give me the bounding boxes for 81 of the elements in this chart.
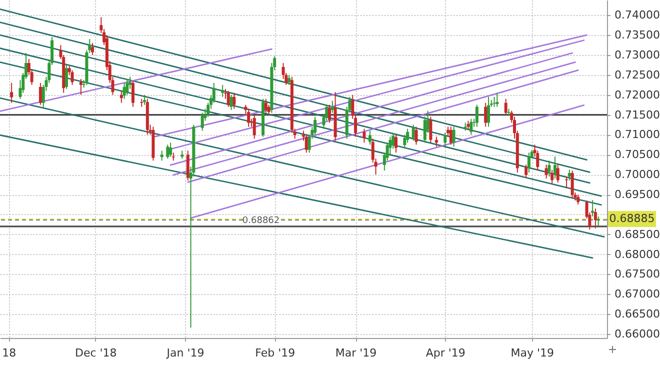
candlestick — [444, 132, 447, 148]
y-tick-label: 0.72500 — [614, 68, 660, 82]
y-tick-label: 0.68500 — [614, 228, 660, 241]
y-tick-label: 0.70000 — [614, 168, 660, 182]
y-tick-label: 0.73000 — [614, 48, 660, 62]
candlestick — [10, 82, 14, 104]
candlestick — [591, 200, 594, 217]
candlestick — [470, 118, 473, 136]
candlestick — [230, 94, 233, 111]
candlestick — [166, 144, 170, 160]
candlestick — [38, 82, 42, 106]
x-tick-label: May '19 — [510, 346, 554, 360]
candlestick — [486, 96, 490, 128]
y-tick-label: 0.70500 — [614, 148, 660, 162]
candlestick — [553, 156, 556, 180]
candlestick — [330, 100, 334, 114]
candlestick — [328, 104, 332, 124]
candlestick — [429, 116, 432, 144]
candlestick — [64, 64, 68, 90]
y-tick-label: 0.66000 — [614, 328, 660, 341]
candlestick — [570, 170, 574, 199]
candlestick — [314, 116, 317, 136]
candlestick — [414, 126, 418, 146]
candlestick — [548, 160, 551, 178]
candlestick — [79, 78, 82, 96]
candlestick — [504, 98, 508, 116]
ref-line-label: 0.68862 — [242, 216, 280, 226]
candlestick — [524, 164, 528, 178]
candlestick — [232, 92, 236, 110]
x-tick-label: Apr '19 — [426, 346, 466, 360]
candlestick — [475, 104, 478, 128]
x-tick-label: Feb '19 — [255, 346, 296, 360]
candlestick — [186, 150, 190, 182]
candlestick — [449, 126, 452, 146]
y-tick-label: 0.69500 — [614, 188, 660, 202]
candlestick — [160, 150, 164, 162]
y-tick-label: 0.66500 — [614, 308, 660, 321]
ref-line-label: 0.68885 — [609, 212, 655, 226]
y-tick-label: 0.68000 — [614, 248, 660, 261]
candlestick — [169, 142, 172, 158]
candlestick — [143, 94, 146, 106]
y-tick-label: 0.71000 — [614, 128, 660, 142]
candlestick — [264, 98, 268, 114]
candlestick — [70, 70, 74, 86]
candlestick — [200, 112, 204, 132]
candlestick — [90, 42, 94, 56]
candlestick — [362, 128, 366, 144]
candlestick — [496, 92, 499, 108]
x-tick-label: 18 — [2, 346, 16, 360]
y-tick-label: 0.67500 — [614, 268, 660, 281]
candlestick — [252, 114, 256, 140]
y-tick-label: 0.71500 — [614, 108, 660, 122]
candlestick — [452, 126, 456, 148]
candlestick — [247, 108, 250, 128]
candlestick — [568, 169, 571, 182]
y-tick-label: 0.74000 — [614, 8, 660, 22]
candlestick — [221, 84, 224, 98]
candlestick — [596, 216, 600, 226]
candlestick — [544, 164, 548, 180]
candlestick — [484, 102, 488, 128]
candlestick — [126, 78, 129, 96]
candlestick — [527, 152, 530, 174]
candlestick — [434, 136, 438, 148]
y-tick-label: 0.67000 — [614, 288, 660, 301]
candlestick — [550, 169, 554, 184]
candlestick — [368, 130, 372, 146]
candlestick — [556, 164, 560, 184]
y-tick-label: 0.73500 — [614, 28, 660, 42]
x-tick-label: Mar '19 — [335, 346, 377, 360]
candlestick — [120, 90, 123, 104]
candlestick — [466, 120, 470, 130]
candlestick — [226, 90, 230, 108]
x-tick-label: Jan '19 — [166, 346, 204, 360]
x-tick-label: Dec '18 — [74, 346, 117, 360]
candlestick — [394, 134, 398, 154]
candlestick — [576, 194, 580, 205]
candlestick — [594, 208, 597, 229]
candlestick — [288, 74, 291, 86]
candlestick — [304, 134, 308, 154]
candlestick — [131, 80, 134, 108]
y-tick-label: 0.72000 — [614, 88, 660, 102]
